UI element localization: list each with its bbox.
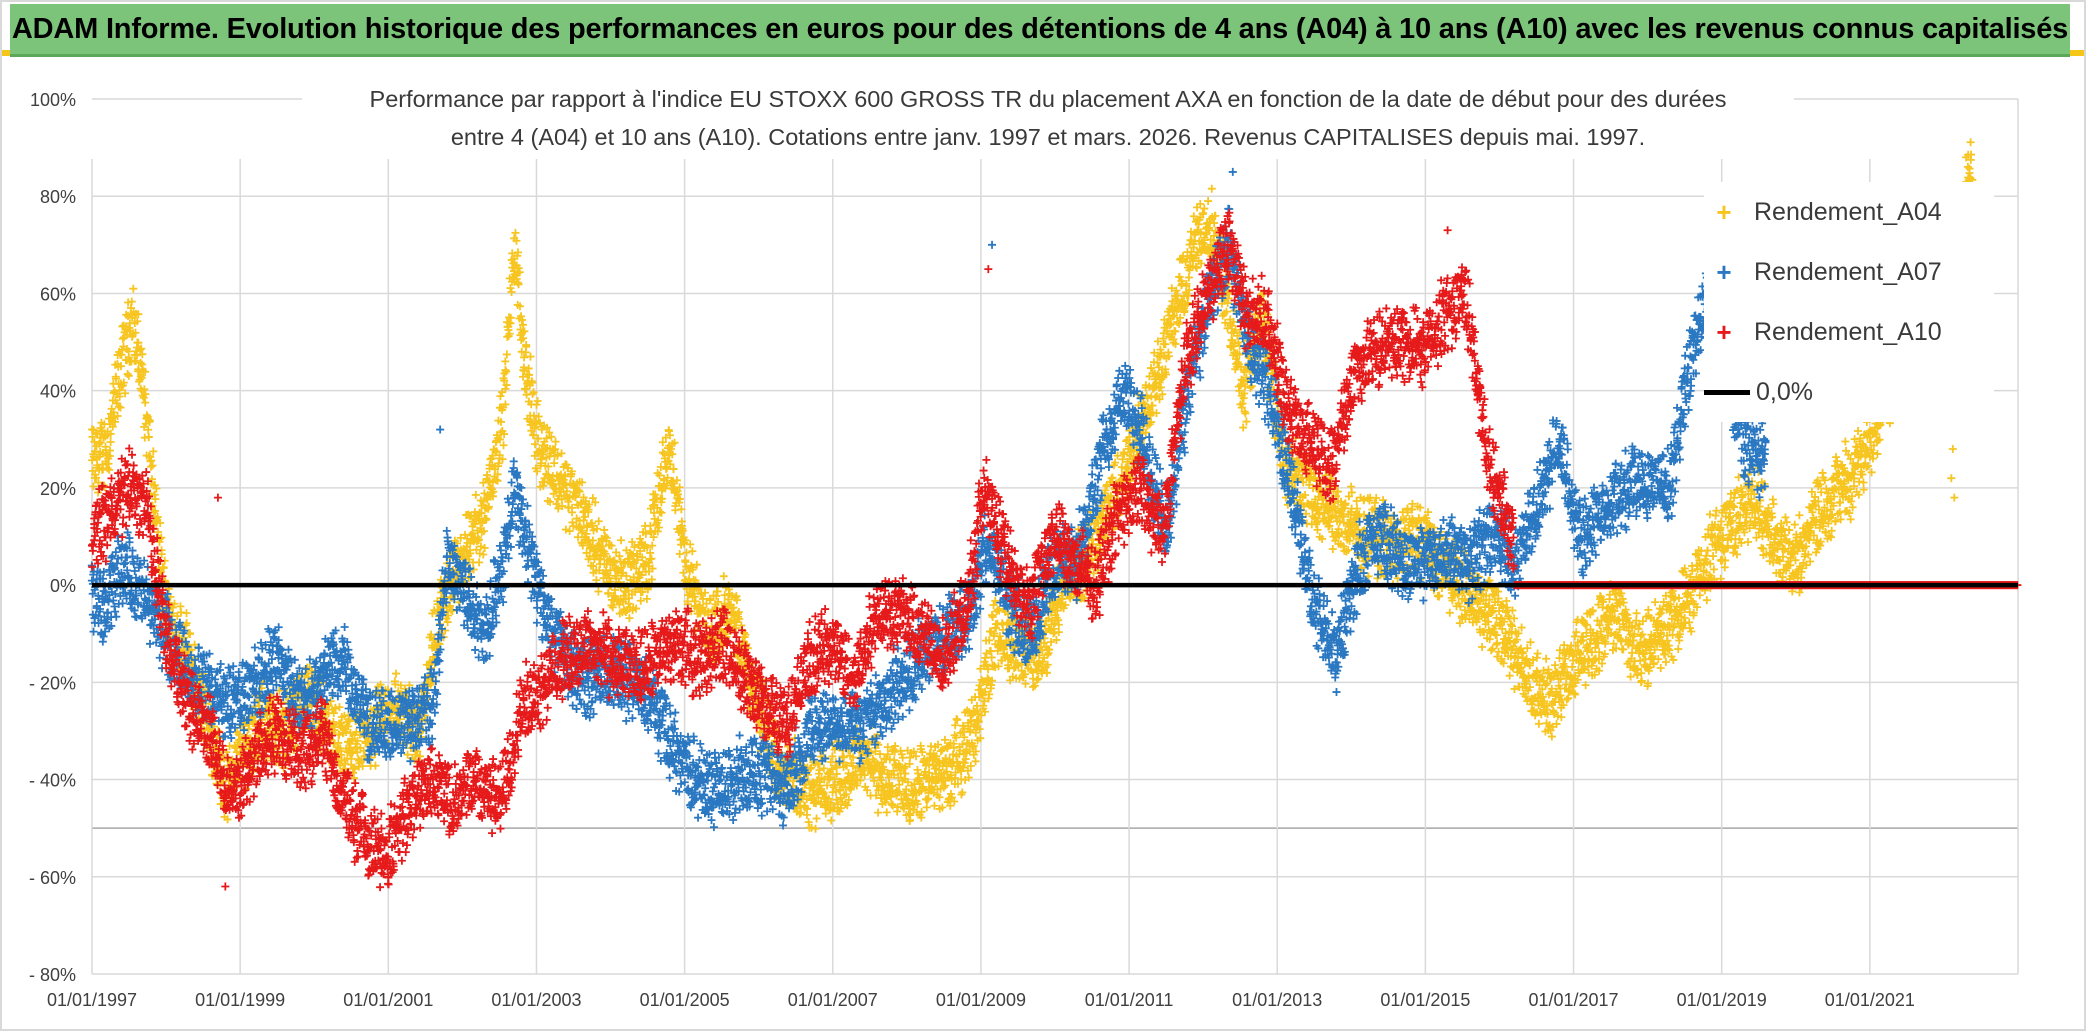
point-rendement_a04 <box>508 288 516 296</box>
point-rendement_a04 <box>124 370 132 378</box>
point-rendement_a04 <box>617 536 625 544</box>
point-rendement_a04 <box>676 550 684 558</box>
point-rendement_a04 <box>991 597 999 605</box>
point-rendement_a04 <box>1210 219 1218 227</box>
point-rendement_a04 <box>1478 643 1486 651</box>
point-rendement_a04 <box>883 808 891 816</box>
point-rendement_a04 <box>107 438 115 446</box>
point-rendement_a04 <box>827 816 835 824</box>
point-rendement_a04 <box>923 803 931 811</box>
point-rendement_a04 <box>1329 545 1337 553</box>
point-rendement_a04 <box>335 703 343 711</box>
point-rendement_a04 <box>1633 609 1641 617</box>
point-rendement_a04 <box>566 527 574 535</box>
point-rendement_a04 <box>637 597 645 605</box>
point-rendement_a04 <box>890 756 898 764</box>
point-rendement_a04 <box>1435 592 1443 600</box>
point-rendement_a04 <box>475 558 483 566</box>
point-rendement_a04 <box>1208 185 1216 193</box>
point-rendement_a04 <box>481 544 489 552</box>
point-rendement_a04 <box>496 392 504 400</box>
point-rendement_a04 <box>125 372 133 380</box>
point-rendement_a04 <box>1564 694 1572 702</box>
point-rendement_a04 <box>1379 496 1387 504</box>
point-rendement_a04 <box>1055 621 1063 629</box>
point-rendement_a04 <box>526 353 534 361</box>
point-rendement_a04 <box>1204 197 1212 205</box>
point-rendement_a04 <box>688 547 696 555</box>
point-rendement_a04 <box>141 399 149 407</box>
point-rendement_a04 <box>923 796 931 804</box>
point-rendement_a04 <box>889 801 897 809</box>
point-rendement_a04 <box>1506 672 1514 680</box>
point-rendement_a04 <box>1637 632 1645 640</box>
point-rendement_a04 <box>720 572 728 580</box>
point-rendement_a04 <box>145 433 153 441</box>
point-rendement_a04 <box>501 357 509 365</box>
point-rendement_a04 <box>1446 609 1454 617</box>
point-rendement_a04 <box>594 587 602 595</box>
point-rendement_a04 <box>1535 720 1543 728</box>
point-rendement_a04 <box>507 314 515 322</box>
point-rendement_a04 <box>1034 675 1042 683</box>
point-rendement_a04 <box>392 670 400 678</box>
point-rendement_a04 <box>1534 649 1542 657</box>
point-rendement_a04 <box>183 609 191 617</box>
point-rendement_a04 <box>371 762 379 770</box>
point-rendement_a04 <box>103 464 111 472</box>
point-rendement_a04 <box>503 350 511 358</box>
point-rendement_a04 <box>714 587 722 595</box>
point-rendement_a04 <box>562 526 570 534</box>
point-rendement_a04 <box>1314 526 1322 534</box>
point-rendement_a04 <box>989 613 997 621</box>
point-rendement_a04 <box>812 825 820 833</box>
point-rendement_a04 <box>874 809 882 817</box>
point-rendement_a04 <box>1583 647 1591 655</box>
point-rendement_a04 <box>988 653 996 661</box>
point-rendement_a04 <box>1628 649 1636 657</box>
point-rendement_a04 <box>522 343 530 351</box>
point-rendement_a04 <box>552 438 560 446</box>
point-rendement_a04 <box>1120 450 1128 458</box>
point-rendement_a04 <box>840 753 848 761</box>
point-rendement_a04 <box>472 491 480 499</box>
point-rendement_a04 <box>658 509 666 517</box>
point-rendement_a04 <box>686 540 694 548</box>
point-rendement_a04 <box>1394 574 1402 582</box>
point-rendement_a04 <box>119 335 127 343</box>
point-rendement_a04 <box>1029 683 1037 691</box>
point-rendement_a04 <box>1638 630 1646 638</box>
point-rendement_a04 <box>1542 655 1550 663</box>
point-rendement_a04 <box>1200 205 1208 213</box>
point-rendement_a04 <box>813 815 821 823</box>
point-rendement_a04 <box>1548 733 1556 741</box>
point-rendement_a04 <box>643 595 651 603</box>
point-rendement_a04 <box>1372 494 1380 502</box>
point-rendement_a04 <box>533 401 541 409</box>
point-rendement_a04 <box>129 285 137 293</box>
point-rendement_a04 <box>506 284 514 292</box>
point-rendement_a04 <box>972 757 980 765</box>
point-rendement_a04 <box>1487 646 1495 654</box>
point-rendement_a04 <box>511 229 519 237</box>
point-rendement_a04 <box>682 549 690 557</box>
point-rendement_a04 <box>1619 645 1627 653</box>
